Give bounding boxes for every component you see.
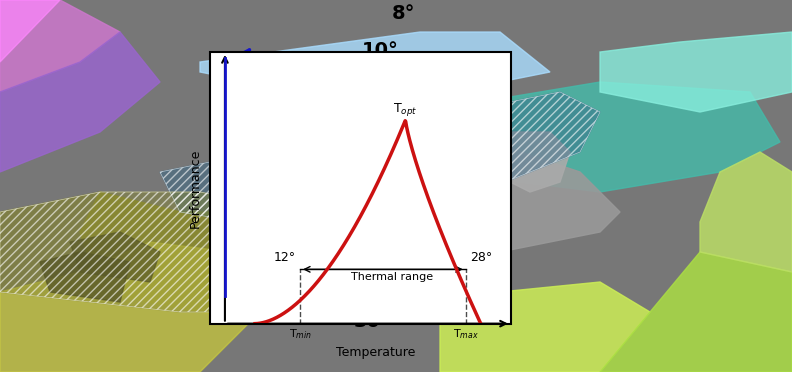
Polygon shape [250,132,620,272]
Polygon shape [40,252,130,302]
Polygon shape [0,32,160,172]
Polygon shape [0,192,350,312]
Text: 12°: 12° [273,251,295,264]
Polygon shape [0,192,250,372]
Text: Thermal range: Thermal range [351,272,433,282]
Polygon shape [440,282,650,372]
Polygon shape [700,152,792,272]
Text: Performance: Performance [188,148,201,228]
Polygon shape [600,32,792,112]
Text: 12°: 12° [354,78,390,97]
Polygon shape [0,0,120,92]
Text: T$_{min}$: T$_{min}$ [288,327,312,341]
Polygon shape [80,192,280,322]
Text: T$_{opt}$: T$_{opt}$ [394,101,417,118]
Text: Temperature: Temperature [336,346,415,359]
Text: 30°: 30° [354,312,390,331]
Text: 10°: 10° [362,41,398,60]
Polygon shape [200,32,550,92]
Text: 8°: 8° [392,4,416,23]
Polygon shape [490,132,570,192]
Polygon shape [420,122,460,152]
Polygon shape [0,242,250,372]
Text: 28°: 28° [433,253,470,272]
Polygon shape [160,92,600,232]
Polygon shape [440,82,780,192]
Text: T$_{max}$: T$_{max}$ [453,327,478,341]
Polygon shape [70,232,160,282]
Polygon shape [0,0,60,62]
Text: 28°: 28° [470,251,493,264]
Polygon shape [600,252,792,372]
